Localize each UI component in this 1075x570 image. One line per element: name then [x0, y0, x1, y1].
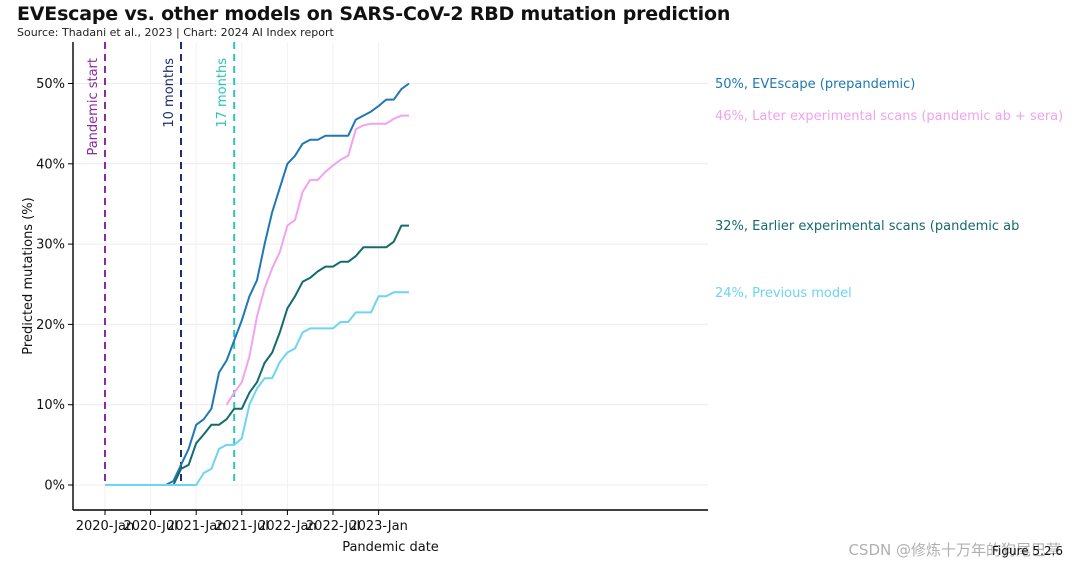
x-tick-label: 2021-Jan: [167, 519, 226, 534]
x-tick-label: 2020-Jul: [124, 519, 178, 534]
event-line-label: 10 months: [162, 58, 177, 128]
watermark: CSDN @修炼十万年的狗尾巴草: [848, 541, 1061, 559]
y-tick-label: 0%: [44, 479, 65, 494]
figure-label: Figure 5.2.6: [992, 544, 1063, 558]
series-end-label: 50%, EVEscape (prepandemic): [715, 77, 915, 92]
x-axis-label: Pandemic date: [342, 540, 439, 555]
series-line: [105, 291, 409, 486]
x-tick-label: 2022-Jan: [258, 519, 317, 534]
x-tick-label: 2022-Jul: [306, 519, 360, 534]
series-end-label: 24%, Previous model: [715, 286, 852, 301]
y-tick-label: 10%: [36, 398, 65, 413]
series-line: [105, 82, 410, 486]
y-tick-label: 50%: [36, 77, 65, 92]
series-end-label: 32%, Earlier experimental scans (pandemi…: [715, 219, 1019, 234]
chart-title: EVEscape vs. other models on SARS-CoV-2 …: [17, 3, 731, 25]
event-line-label: Pandemic start: [86, 58, 101, 156]
x-tick-label: 2020-Jan: [76, 519, 135, 534]
series-end-label: 46%, Later experimental scans (pandemic …: [715, 109, 1063, 124]
y-tick-label: 30%: [36, 238, 65, 253]
event-line-label: 17 months: [215, 58, 230, 128]
y-axis-label: Predicted mutations (%): [21, 197, 36, 354]
y-tick-label: 40%: [36, 157, 65, 172]
chart-subtitle: Source: Thadani et al., 2023 | Chart: 20…: [17, 26, 334, 39]
series-line: [225, 114, 409, 406]
series-line: [105, 224, 409, 486]
x-tick-label: 2023-Jan: [349, 519, 408, 534]
x-tick-label: 2021-Jul: [215, 519, 269, 534]
y-tick-label: 20%: [36, 318, 65, 333]
